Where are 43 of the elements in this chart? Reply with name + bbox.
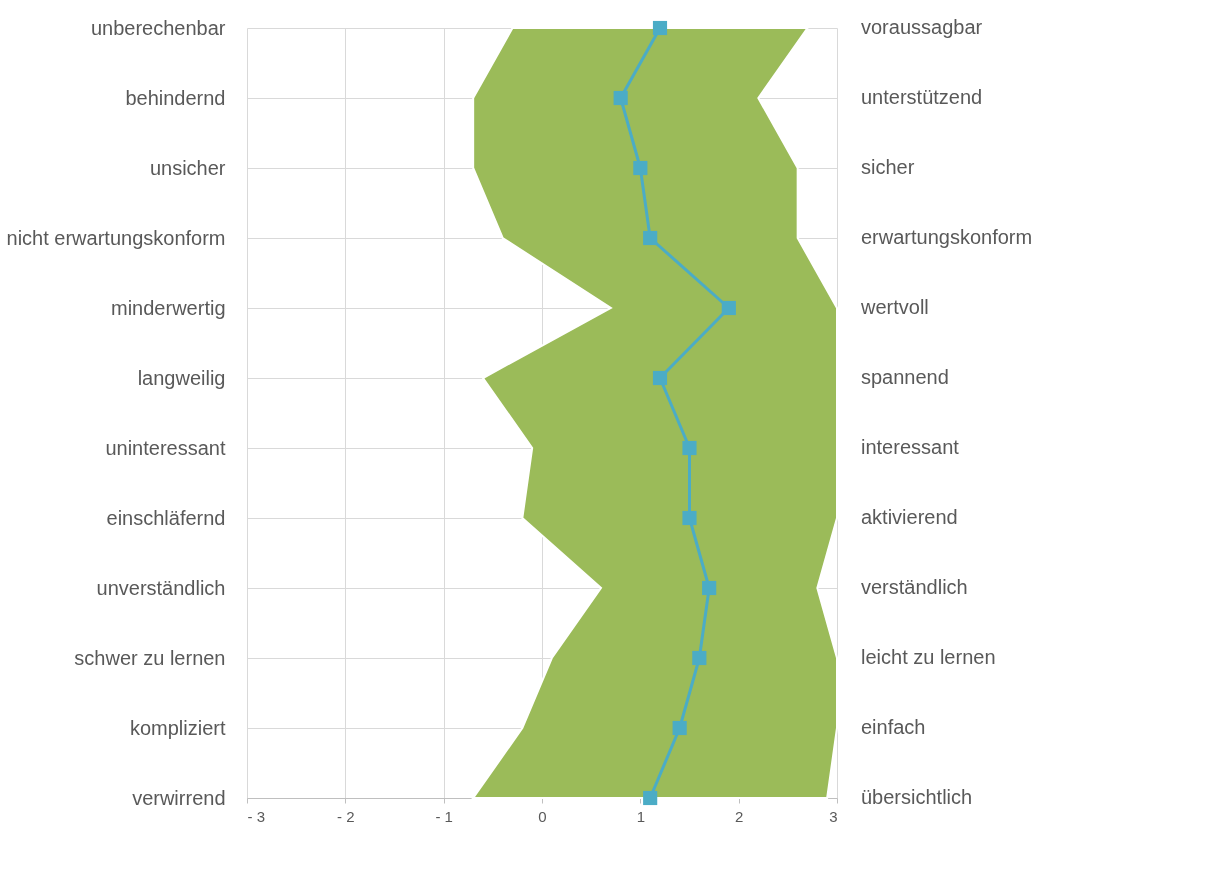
point (643, 230, 658, 246)
x-tick-label: - 1 (435, 807, 453, 825)
y2-tick-label: erwartungskonform (861, 226, 1033, 248)
point (652, 20, 668, 36)
point (613, 90, 628, 106)
point (643, 790, 658, 806)
point (672, 720, 687, 736)
y-tick-label: schwer zu lernen (74, 646, 226, 669)
point (652, 370, 668, 386)
point (702, 580, 717, 596)
y-tick-label: kompliziert (129, 716, 226, 739)
x-tick-label: 2 (734, 807, 744, 825)
y2-tick-label: voraussagbar (861, 16, 983, 38)
point (721, 300, 736, 316)
point (633, 160, 648, 176)
y-tick-label: minderwertig (111, 296, 226, 319)
point (692, 650, 707, 666)
y-tick-label: unberechenbar (90, 16, 226, 39)
point (682, 510, 697, 526)
x-tick-label: - 3 (247, 807, 266, 825)
y2-tick-label: spannend (861, 366, 949, 388)
x-tick-label: 3 (829, 807, 838, 825)
y2-tick-label: übersichtlich (861, 786, 973, 808)
x-tick-label: 1 (636, 807, 646, 825)
y-tick-label: uninteressant (105, 436, 226, 459)
x-tick-label: 0 (538, 807, 547, 825)
y-tick-label: behindernd (125, 86, 226, 109)
y2-tick-label: sicher (861, 156, 915, 178)
x-tick-label: - 2 (337, 807, 355, 825)
y2-tick-label: leicht zu lernen (861, 646, 996, 668)
y2-tick-label: unterstützend (861, 86, 983, 108)
y2-tick-label: interessant (861, 436, 960, 458)
y-tick-label: einschläfernd (106, 506, 226, 529)
y-tick-label: unsicher (149, 156, 226, 179)
y2-tick-label: verständlich (861, 576, 968, 598)
y-tick-label: unverständlich (96, 576, 226, 599)
y-tick-label: langweilig (137, 366, 226, 389)
y2-tick-label: aktivierend (861, 506, 958, 528)
point (682, 440, 697, 456)
y2-tick-label: wertvoll (860, 296, 929, 318)
y-tick-label: nicht erwartungskonform (6, 226, 226, 249)
y2-tick-label: einfach (861, 716, 926, 738)
y-tick-label: verwirrend (132, 786, 226, 809)
